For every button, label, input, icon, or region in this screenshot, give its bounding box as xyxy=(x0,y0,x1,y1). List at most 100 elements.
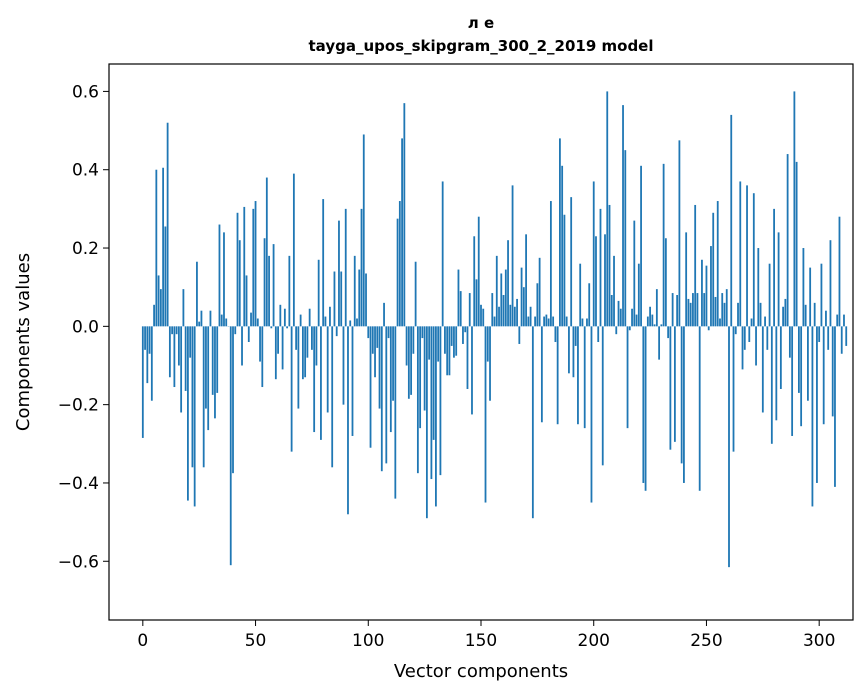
bar xyxy=(353,255,356,327)
bar xyxy=(202,326,205,468)
bar xyxy=(209,310,212,327)
bar xyxy=(272,244,275,327)
bar xyxy=(486,326,489,362)
bar xyxy=(175,326,178,335)
bar xyxy=(362,134,365,327)
bar xyxy=(441,181,444,327)
bar xyxy=(187,326,189,501)
bar xyxy=(387,326,390,339)
bar xyxy=(694,204,697,327)
bar xyxy=(775,326,778,421)
bar xyxy=(838,216,841,327)
bar xyxy=(238,240,241,327)
bar xyxy=(570,197,573,327)
bar xyxy=(518,326,521,344)
bar xyxy=(752,193,755,327)
bar xyxy=(166,122,169,327)
bar xyxy=(277,326,279,354)
bar xyxy=(405,326,408,366)
bar xyxy=(191,326,194,468)
bar xyxy=(342,326,345,405)
bar xyxy=(236,212,239,327)
bar xyxy=(247,326,250,342)
bar xyxy=(306,326,309,358)
bar xyxy=(421,326,424,339)
bar xyxy=(649,306,651,327)
bar xyxy=(626,326,629,429)
bar xyxy=(301,326,304,380)
bar xyxy=(572,326,575,378)
bar xyxy=(261,326,264,388)
bar xyxy=(836,314,839,327)
bar xyxy=(322,199,325,327)
bar xyxy=(809,267,812,327)
bar xyxy=(764,316,766,327)
bar xyxy=(642,326,645,483)
bar xyxy=(279,304,282,327)
bar xyxy=(444,326,446,354)
bar xyxy=(504,269,507,327)
bar xyxy=(770,326,773,444)
bar xyxy=(432,326,435,440)
bar xyxy=(259,326,261,362)
bar xyxy=(759,302,762,327)
bar xyxy=(797,326,800,393)
bar xyxy=(225,318,228,327)
x-tick-label: 300 xyxy=(803,631,835,651)
bar xyxy=(777,232,780,327)
bar xyxy=(484,326,487,503)
bar xyxy=(811,326,814,507)
x-tick-label: 100 xyxy=(352,631,384,651)
bar xyxy=(500,273,503,327)
bar xyxy=(712,212,715,327)
bar xyxy=(450,326,453,346)
bar xyxy=(207,326,210,431)
y-tick-label: 0.4 xyxy=(72,161,99,181)
bar xyxy=(459,291,462,327)
y-tick-label: 0.6 xyxy=(72,82,99,102)
bar xyxy=(376,326,379,348)
bar xyxy=(448,326,451,376)
bar xyxy=(344,208,347,327)
bar xyxy=(820,263,823,327)
bar xyxy=(667,326,670,339)
bar xyxy=(698,326,701,491)
bar xyxy=(779,326,782,389)
bar xyxy=(822,326,825,425)
bar xyxy=(349,320,352,327)
bar xyxy=(425,326,428,519)
bar xyxy=(184,326,187,391)
x-tick-label: 200 xyxy=(578,631,610,651)
bar xyxy=(220,314,223,327)
bar xyxy=(471,326,473,415)
bar xyxy=(604,234,606,327)
bar xyxy=(455,326,458,356)
bar xyxy=(640,165,642,327)
bar xyxy=(750,318,753,327)
bar xyxy=(527,316,530,327)
bar xyxy=(256,318,259,327)
bar xyxy=(468,293,471,327)
bar xyxy=(782,306,785,327)
y-tick-label: 0.2 xyxy=(72,239,99,259)
bar xyxy=(263,238,266,327)
x-tick-label: 250 xyxy=(690,631,722,651)
bar xyxy=(725,289,728,327)
bar xyxy=(613,255,615,327)
bar xyxy=(144,326,146,350)
bar xyxy=(171,326,174,335)
bar xyxy=(371,326,374,354)
bar xyxy=(563,214,566,327)
bar xyxy=(516,298,518,327)
bar xyxy=(673,326,676,442)
bar xyxy=(232,326,234,474)
plot-frame xyxy=(108,63,854,621)
bar xyxy=(338,220,340,327)
bar xyxy=(507,240,509,327)
bar xyxy=(416,326,419,474)
bar xyxy=(216,326,219,393)
bar xyxy=(464,326,467,333)
bar xyxy=(159,289,162,327)
bar xyxy=(360,208,363,327)
bar xyxy=(367,326,370,339)
